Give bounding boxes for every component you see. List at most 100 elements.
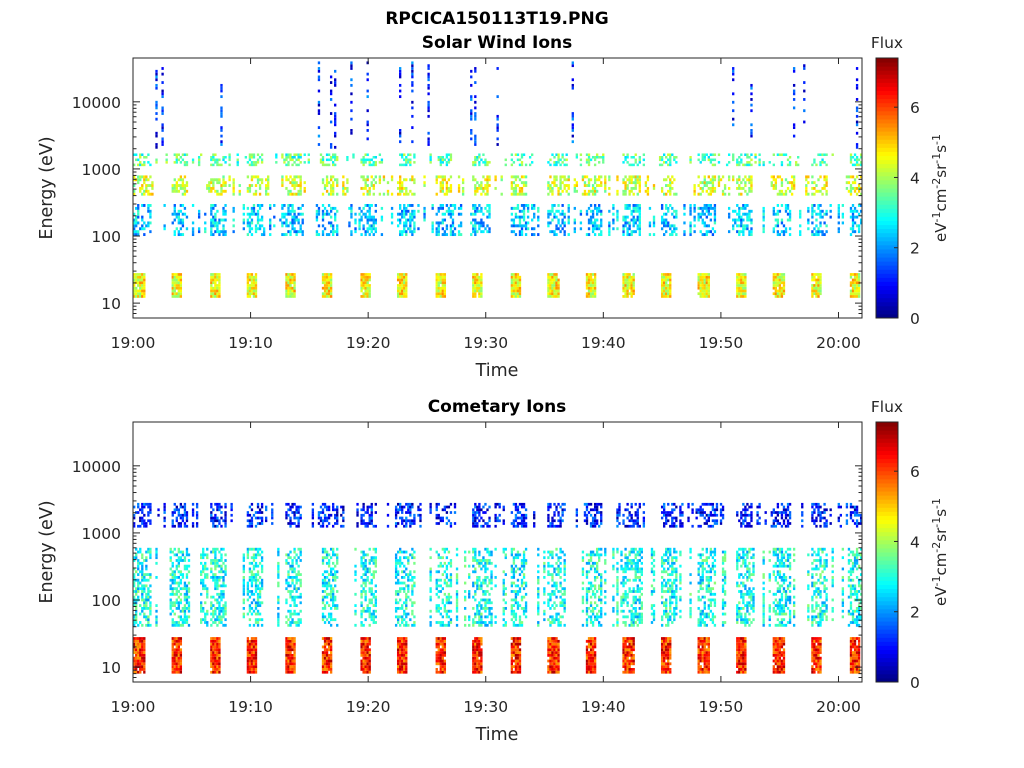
spectrogram-cell [254, 556, 258, 560]
spectrogram-cell [518, 209, 522, 213]
spectrogram-cell [210, 295, 213, 298]
spectrogram-cell [445, 186, 449, 190]
spectrogram-cell [161, 140, 164, 144]
spectrogram-cell [563, 212, 566, 216]
spectrogram-cell [332, 163, 335, 167]
spectrogram-cell [409, 215, 412, 219]
spectrogram-cell [218, 275, 221, 279]
spectrogram-cell [323, 278, 327, 282]
spectrogram-cell [214, 292, 217, 296]
spectrogram-cell [254, 612, 258, 616]
spectrogram-cell [780, 153, 784, 156]
spectrogram-cell [855, 295, 859, 298]
spectrogram-cell [366, 215, 369, 219]
spectrogram-cell [805, 186, 808, 190]
spectrogram-cell [553, 281, 556, 285]
spectrogram-cell [792, 89, 796, 93]
spectrogram-cell [480, 184, 483, 187]
spectrogram-cell [669, 161, 672, 164]
spectrogram-cell [181, 573, 185, 576]
spectrogram-cell [289, 648, 292, 652]
spectrogram-cell [212, 273, 215, 276]
spectrogram-cell [472, 163, 475, 167]
spectrogram-cell [317, 209, 321, 213]
spectrogram-cell [405, 189, 408, 193]
spectrogram-cell [135, 230, 138, 234]
spectrogram-cell [399, 218, 402, 222]
spectrogram-cell [514, 273, 518, 276]
spectrogram-cell [183, 212, 187, 216]
spectrogram-cell [788, 163, 792, 167]
spectrogram-cell [230, 508, 233, 512]
spectrogram-cell [447, 158, 451, 162]
spectrogram-cell [855, 78, 859, 82]
spectrogram-cell [283, 161, 286, 164]
spectrogram-cell [171, 653, 174, 657]
spectrogram-cell [220, 143, 223, 146]
spectrogram-cell [451, 233, 455, 237]
spectrogram-cell [589, 158, 593, 162]
spectrogram-cell [269, 227, 272, 231]
spectrogram-cell [401, 186, 404, 190]
spectrogram-cell [214, 573, 217, 576]
colorbar-segment [876, 240, 898, 246]
spectrogram-cell [214, 284, 217, 287]
colorbar-segment [876, 98, 898, 104]
spectrogram-cell [210, 662, 213, 666]
spectrogram-cell [855, 123, 859, 127]
spectrogram-cell [147, 578, 150, 582]
spectrogram-cell [669, 275, 672, 279]
spectrogram-cell [742, 284, 745, 287]
spectrogram-cell [630, 281, 633, 285]
spectrogram-cell [484, 161, 487, 164]
spectrogram-cell [242, 601, 245, 605]
spectrogram-cell [171, 587, 174, 591]
spectrogram-cell [256, 598, 260, 602]
spectrogram-cell [133, 192, 136, 196]
spectrogram-cell [285, 292, 288, 296]
spectrogram-cell [447, 153, 451, 156]
spectrogram-cell [551, 278, 554, 282]
spectrogram-cell [342, 192, 345, 196]
spectrogram-cell [557, 218, 560, 222]
spectrogram-cell [147, 573, 150, 576]
spectrogram-cell [258, 547, 262, 551]
spectrogram-cell [214, 158, 217, 162]
spectrogram-cell [350, 109, 353, 113]
spectrogram-cell [222, 578, 225, 582]
spectrogram-cell [423, 184, 426, 187]
spectrogram-cell [823, 161, 826, 164]
spectrogram-cell [857, 284, 861, 287]
spectrogram-cell [214, 645, 217, 649]
spectrogram-cell [585, 278, 589, 282]
spectrogram-cell [630, 178, 633, 182]
spectrogram-cell [849, 273, 853, 276]
spectrogram-cell [285, 637, 288, 640]
spectrogram-cell [210, 639, 213, 643]
spectrogram-cell [204, 573, 207, 576]
spectrogram-cell [242, 204, 245, 207]
spectrogram-cell [350, 61, 353, 65]
spectrogram-cell [851, 181, 855, 185]
spectrogram-cell [291, 295, 294, 298]
spectrogram-cell [181, 550, 185, 554]
spectrogram-cell [143, 575, 146, 579]
spectrogram-cell [449, 153, 453, 156]
spectrogram-cell [476, 181, 479, 185]
spectrogram-cell [512, 192, 516, 196]
spectrogram-cell [699, 286, 702, 290]
spectrogram-cell [486, 163, 489, 167]
spectrogram-cell [510, 186, 514, 190]
spectrogram-cell [571, 112, 574, 115]
spectrogram-cell [799, 209, 802, 213]
spectrogram-cell [220, 189, 223, 193]
spectrogram-cell [665, 281, 668, 285]
spectrogram-cell [214, 224, 217, 228]
spectrogram-cell [711, 163, 715, 167]
spectrogram-cell [537, 206, 540, 210]
spectrogram-cell [441, 221, 444, 225]
spectrogram-cell [260, 178, 264, 182]
spectrogram-cell [758, 161, 761, 164]
spectrogram-cell [173, 189, 176, 193]
spectrogram-cell [321, 178, 325, 182]
